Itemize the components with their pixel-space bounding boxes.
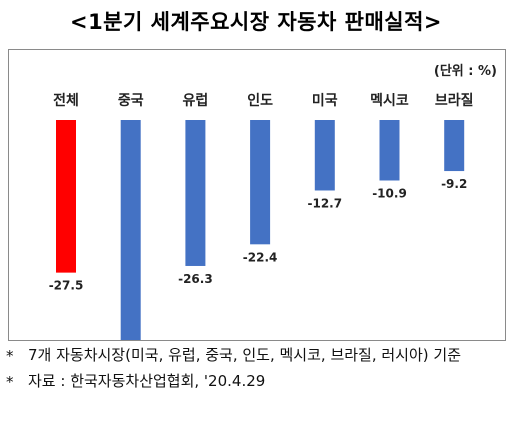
bar-2 xyxy=(185,120,206,266)
footnote-marker: * xyxy=(6,347,14,365)
unit-label: (단위 : %) xyxy=(433,64,497,79)
bar-0 xyxy=(56,120,76,273)
category-label-1: 중국 xyxy=(118,93,144,109)
footnote-text: 7개 자동차시장(미국, 유럽, 중국, 인도, 멕시코, 브라질, 러시아) … xyxy=(28,346,462,364)
bar-6 xyxy=(444,120,465,172)
value-label-0: -27.5 xyxy=(49,279,84,293)
value-label-3: -22.4 xyxy=(243,250,278,264)
footnote-marker: * xyxy=(6,373,14,391)
chart-area: (단위 : %) 전체-27.5중국-45.4유럽-26.3인도-22.4미국-… xyxy=(8,49,506,341)
bar-4 xyxy=(314,120,335,191)
category-label-0: 전체 xyxy=(53,92,79,109)
value-label-5: -10.9 xyxy=(372,186,407,200)
value-label-6: -9.2 xyxy=(441,177,467,191)
value-label-4: -12.7 xyxy=(308,196,343,210)
value-label-2: -26.3 xyxy=(178,272,213,286)
category-label-2: 유럽 xyxy=(183,93,209,109)
bar-5 xyxy=(379,120,400,181)
source-text: 자료 : 한국자동차산업협회, '20.4.29 xyxy=(28,372,266,390)
footnotes: * 7개 자동차시장(미국, 유럽, 중국, 인도, 멕시코, 브라질, 러시아… xyxy=(6,342,506,394)
bar-chart: 전체-27.5중국-45.4유럽-26.3인도-22.4미국-12.7멕시코-1… xyxy=(49,92,474,340)
category-label-4: 미국 xyxy=(312,93,338,109)
category-label-3: 인도 xyxy=(247,92,273,109)
bar-3 xyxy=(250,120,271,245)
bar-1 xyxy=(120,120,141,340)
chart-title: <1분기 세계주요시장 자동차 판매실적> xyxy=(69,10,443,34)
footnote-1: * 7개 자동차시장(미국, 유럽, 중국, 인도, 멕시코, 브라질, 러시아… xyxy=(6,342,506,368)
footnote-2: * 자료 : 한국자동차산업협회, '20.4.29 xyxy=(6,368,506,394)
category-label-5: 멕시코 xyxy=(370,92,409,109)
category-label-6: 브라질 xyxy=(435,93,474,109)
